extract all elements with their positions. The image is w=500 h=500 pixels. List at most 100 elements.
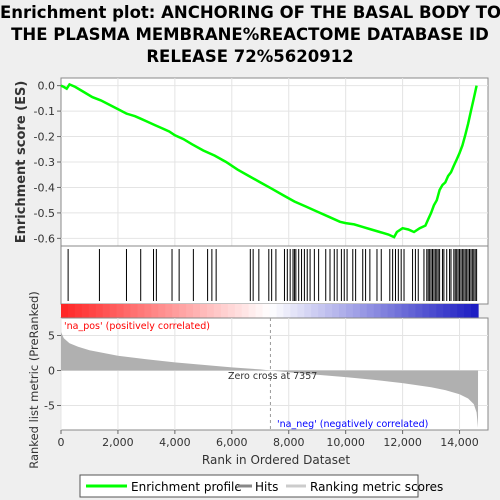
- title-line-2: THE PLASMA MEMBRANE%REACTOME DATABASE ID: [11, 25, 489, 44]
- metric-x-ticks: 0 2,000 4,000 6,000 8,000 10,000 12,000 14,000: [58, 430, 479, 449]
- metric-y-axis-label: Ranked list metric (PreRanked): [27, 291, 41, 469]
- rank-bar-segment: [283, 304, 291, 318]
- rank-bar-segment: [172, 304, 180, 318]
- rank-bar-segment: [130, 304, 139, 318]
- pos-label: 'na_pos' (positively correlated): [64, 321, 210, 332]
- metric-y-ticks: 5 0 -5: [44, 330, 61, 413]
- rank-bar-segment: [186, 304, 194, 318]
- es-gridlines: [61, 78, 488, 246]
- title-line-3: RELEASE 72%5620912: [146, 47, 354, 66]
- metric-x-tick-label: 10,000: [326, 436, 365, 449]
- hits-panel: [60, 245, 489, 305]
- rank-bar-segment: [158, 304, 166, 318]
- legend-es-label: Enrichment profile: [131, 480, 242, 494]
- rank-bar-segment: [332, 304, 340, 318]
- rank-bar-segment: [74, 304, 83, 318]
- rank-bar-segment: [220, 304, 229, 318]
- rank-bar-segment: [151, 304, 159, 318]
- rank-bar-segment: [450, 304, 458, 318]
- rank-bar-segment: [408, 304, 417, 318]
- metric-y-tick-label: 5: [48, 330, 55, 343]
- rank-bar-segment: [339, 304, 347, 318]
- es-y-tick-label: 0.0: [38, 80, 56, 93]
- rank-bar-segment: [137, 304, 146, 318]
- rank-bar-segment: [318, 304, 326, 318]
- hits-layer: [67, 249, 478, 301]
- legend-metric-label: Ranking metric scores: [310, 480, 443, 494]
- metric-x-tick-label: 0: [58, 436, 65, 449]
- rank-bar-segment: [325, 304, 333, 318]
- rank-bar-segment: [297, 304, 305, 318]
- rank-bar-segment: [269, 304, 278, 318]
- es-line: [60, 82, 478, 239]
- metric-x-tick-label: 8,000: [273, 436, 305, 449]
- metric-x-tick-label: 6,000: [216, 436, 248, 449]
- rank-bar-segment: [61, 304, 69, 318]
- rank-bar-segment: [464, 304, 472, 318]
- rank-bar-segment: [436, 304, 444, 318]
- metric-x-tick-label: 14,000: [440, 436, 479, 449]
- rank-bar-segment: [304, 304, 312, 318]
- rank-bar-segment: [471, 304, 479, 318]
- rank-bar-segment: [255, 304, 264, 318]
- metric-x-tick-label: 4,000: [159, 436, 191, 449]
- rank-bar-segment: [200, 304, 208, 318]
- metric-x-axis-label: Rank in Ordered Dataset: [202, 453, 350, 467]
- rank-bar-segment: [443, 304, 451, 318]
- rank-bar-segment: [276, 304, 285, 318]
- neg-label: 'na_neg' (negatively correlated): [277, 419, 428, 430]
- rank-bar-segment: [366, 304, 375, 318]
- rank-bar-segment: [81, 304, 90, 318]
- rank-bar-segment: [144, 304, 152, 318]
- es-y-tick-label: -0.6: [34, 232, 55, 245]
- rank-bar-segment: [345, 304, 354, 318]
- rank-bar-segment: [394, 304, 403, 318]
- rank-bar-segment: [193, 304, 201, 318]
- rank-color-bar: [61, 304, 479, 318]
- zero-cross-label: Zero cross at 7357: [228, 371, 317, 382]
- es-y-tick-label: -0.3: [34, 156, 55, 169]
- rank-bar-segment: [234, 304, 243, 318]
- rank-bar-segment: [290, 304, 298, 318]
- rank-bar-segment: [213, 304, 222, 318]
- rank-bar-segment: [165, 304, 173, 318]
- metric-y-tick-label: 0: [48, 365, 55, 378]
- rank-bar-segment: [352, 304, 361, 318]
- metric-area: [61, 332, 479, 428]
- metric-x-tick-label: 2,000: [102, 436, 134, 449]
- rank-bar-segment: [422, 304, 430, 318]
- rank-bar-segment: [311, 304, 319, 318]
- legend: Enrichment profile Hits Ranking metric s…: [79, 474, 443, 498]
- rank-bar-segment: [387, 304, 396, 318]
- rank-bar-segment: [227, 304, 236, 318]
- es-y-tick-label: -0.1: [34, 105, 55, 118]
- rank-bar-segment: [429, 304, 437, 318]
- rank-bar-segment: [109, 304, 118, 318]
- rank-bar-segment: [373, 304, 382, 318]
- rank-bar-segment: [179, 304, 187, 318]
- rank-bar-segment: [415, 304, 424, 318]
- rank-bar-segment: [206, 304, 215, 318]
- es-y-ticks: 0.0 -0.1 -0.2 -0.3 -0.4 -0.5 -0.6: [34, 80, 61, 245]
- es-y-tick-label: -0.4: [34, 181, 55, 194]
- rank-bar-segment: [380, 304, 389, 318]
- rank-bar-segment: [67, 304, 76, 318]
- rank-bar-segment: [401, 304, 410, 318]
- rank-bar-segment: [95, 304, 104, 318]
- es-y-tick-label: -0.2: [34, 131, 55, 144]
- rank-bar-segment: [116, 304, 125, 318]
- metric-y-tick-label: -5: [44, 400, 55, 413]
- es-y-tick-label: -0.5: [34, 207, 55, 220]
- rank-bar-segment: [88, 304, 97, 318]
- chart-title: Enrichment plot: ANCHORING OF THE BASAL …: [0, 2, 500, 68]
- rank-bar-segment: [241, 304, 250, 318]
- rank-bar-segment: [123, 304, 132, 318]
- metric-x-tick-label: 12,000: [383, 436, 422, 449]
- legend-hits-label: Hits: [255, 480, 278, 494]
- rank-bar-segment: [248, 304, 257, 318]
- rank-bar-segment: [102, 304, 111, 318]
- es-y-axis-label: Enrichment score (ES): [14, 81, 29, 244]
- title-line-1: Enrichment plot: ANCHORING OF THE BASAL …: [0, 3, 500, 22]
- rank-bar-segment: [457, 304, 465, 318]
